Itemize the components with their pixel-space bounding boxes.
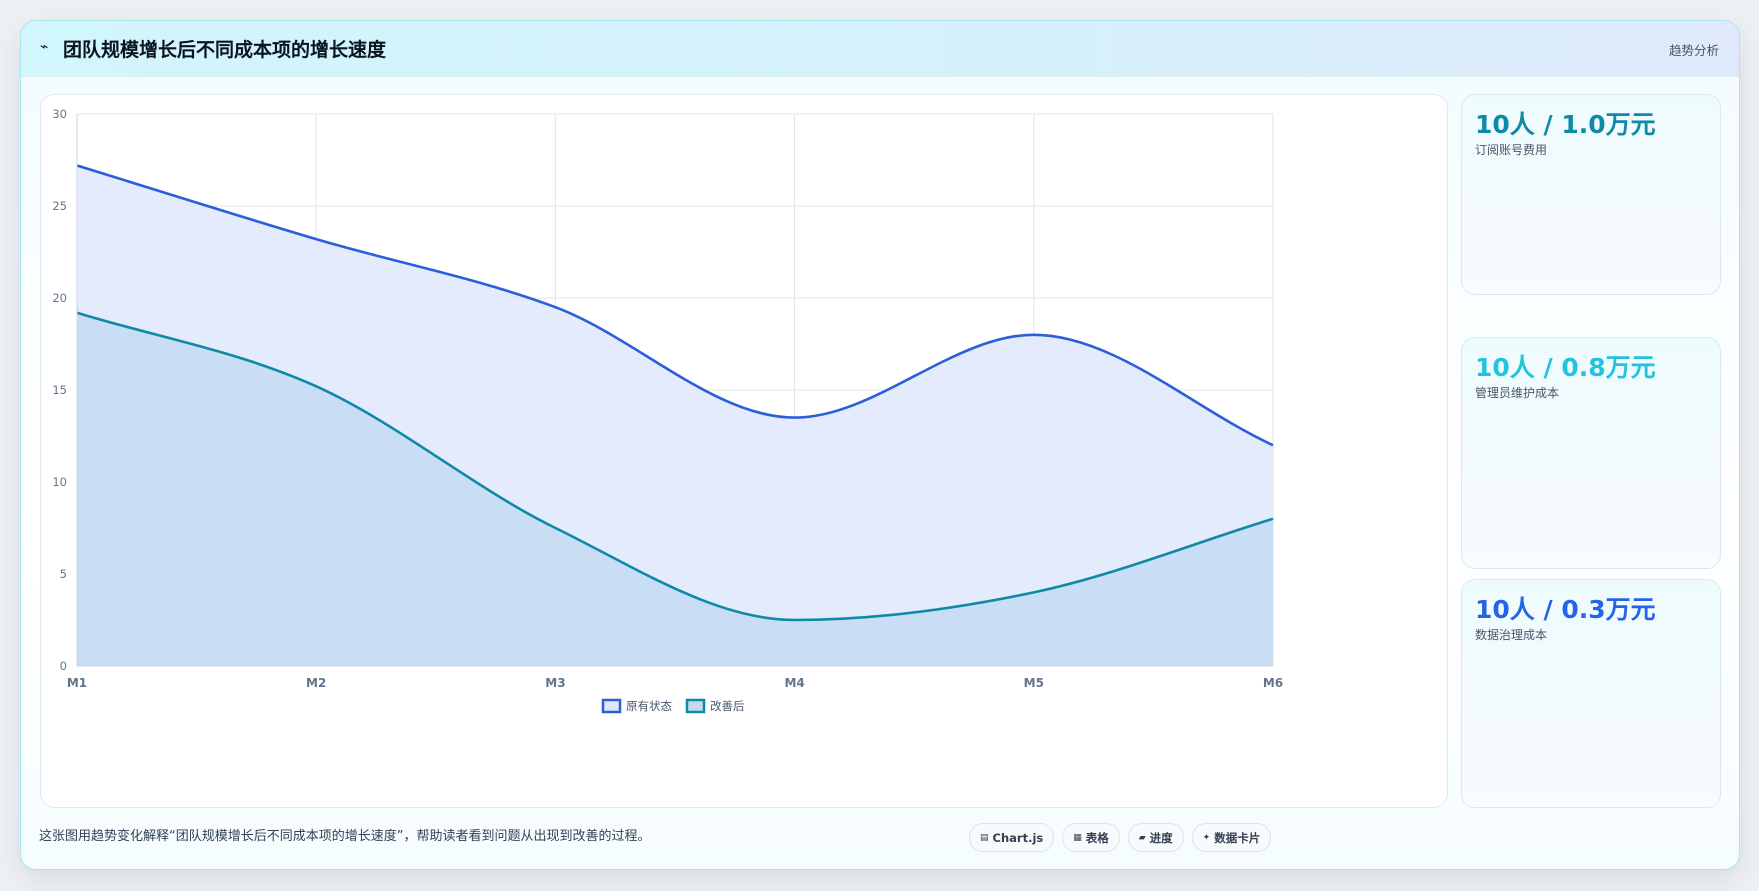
- kpi-label: 订阅账号费用: [1475, 143, 1548, 157]
- chart-card: ⌁ 团队规模增长后不同成本项的增长速度 趋势分析 0 5 10 15 20 25 30 M1 M…: [20, 20, 1740, 870]
- y-tick-label: 30: [52, 107, 67, 121]
- kpi-label: 数据治理成本: [1475, 628, 1548, 642]
- chip-label: 表格: [1085, 830, 1109, 845]
- legend-swatch: [685, 698, 706, 714]
- kpi-card-subscription: 10人 / 1.0万元 订阅账号费用: [1461, 94, 1721, 295]
- chip-table[interactable]: ▦ 表格: [1062, 823, 1120, 852]
- chart-icon: ▤: [980, 832, 989, 843]
- x-tick-label: M4: [784, 676, 804, 690]
- sparkle-icon: ✦: [1202, 832, 1211, 843]
- chart-title: 团队规模增长后不同成本项的增长速度: [63, 39, 387, 61]
- y-tick-label: 10: [52, 475, 67, 489]
- legend-swatch: [601, 698, 622, 714]
- y-tick-label: 0: [60, 659, 67, 673]
- trend-icon: ⌁: [40, 39, 49, 55]
- y-tick-label: 5: [60, 567, 67, 581]
- chip-label: 进度: [1149, 830, 1173, 845]
- kpi-label: 管理员维护成本: [1475, 386, 1560, 400]
- category-tag: 趋势分析: [1668, 43, 1719, 58]
- x-tick-label: M5: [1024, 676, 1044, 690]
- table-icon: ▦: [1073, 832, 1082, 843]
- kpi-value: 10人 / 0.8万元: [1475, 353, 1656, 382]
- y-tick-label: 15: [52, 383, 67, 397]
- series-line: [76, 164, 1274, 447]
- chip-chartjs[interactable]: ▤ Chart.js: [969, 823, 1055, 852]
- kpi-value: 10人 / 1.0万元: [1475, 110, 1656, 139]
- x-tick-label: M1: [67, 676, 87, 690]
- chart-caption: 这张图用趋势变化解释“团队规模增长后不同成本项的增长速度”，帮助读者看到问题从出…: [39, 829, 651, 844]
- chip-label: 数据卡片: [1214, 830, 1261, 845]
- chip-progress[interactable]: ▰ 进度: [1127, 823, 1184, 852]
- legend-label: 改善后: [710, 699, 745, 713]
- y-tick-label: 25: [52, 199, 67, 213]
- series-area: [77, 312, 1273, 666]
- series-line: [76, 311, 1274, 622]
- chip-label: Chart.js: [992, 830, 1044, 845]
- kpi-value: 10人 / 0.3万元: [1475, 595, 1656, 624]
- chip-group: ▤ Chart.js ▦ 表格 ▰ 进度 ✦ 数据卡片: [969, 823, 1272, 852]
- progress-icon: ▰: [1138, 832, 1146, 843]
- legend-label: 原有状态: [626, 699, 672, 713]
- x-tick-label: M6: [1263, 676, 1283, 690]
- card-header: ⌁ 团队规模增长后不同成本项的增长速度 趋势分析: [21, 21, 1739, 77]
- x-tick-label: M2: [306, 676, 326, 690]
- y-tick-label: 20: [52, 291, 67, 305]
- x-tick-label: M3: [545, 676, 565, 690]
- area-chart: 0 5 10 15 20 25 30 M1 M2 M3 M4 M5 M6 原有状态 改善后: [52, 107, 1283, 714]
- kpi-card-governance: 10人 / 0.3万元 数据治理成本: [1461, 579, 1721, 808]
- chip-data-card[interactable]: ✦ 数据卡片: [1191, 823, 1272, 852]
- chart-panel: 0 5 10 15 20 25 30 M1 M2 M3 M4 M5 M6 原有状态 改善后: [40, 94, 1448, 808]
- kpi-card-admin: 10人 / 0.8万元 管理员维护成本: [1461, 337, 1721, 569]
